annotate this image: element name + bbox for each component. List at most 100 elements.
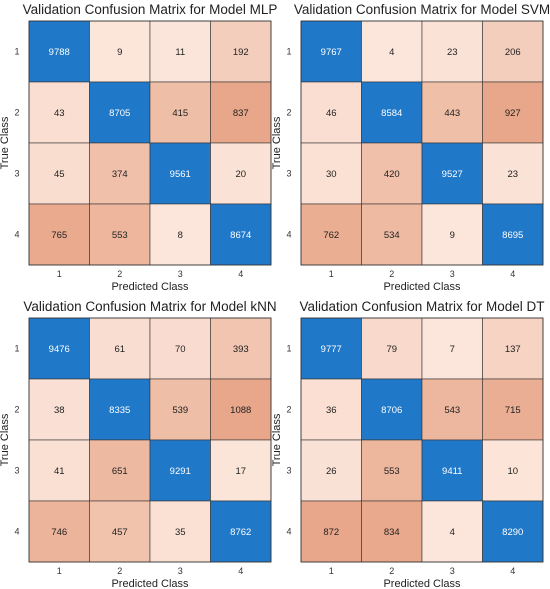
offdiagonal-cell <box>482 142 544 205</box>
offdiagonal-cell <box>421 500 483 563</box>
cell-value-label: 715 <box>505 405 521 416</box>
offdiagonal-cell <box>361 203 423 266</box>
plot-frame <box>28 20 272 266</box>
offdiagonal-cell <box>28 439 90 502</box>
offdiagonal-cell <box>210 142 272 205</box>
y-tick-label: 3 <box>286 169 291 179</box>
x-tick-label: 2 <box>389 269 394 279</box>
offdiagonal-cell <box>210 81 272 144</box>
x-tick-label: 3 <box>450 269 455 279</box>
x-tick-label: 4 <box>238 566 243 576</box>
offdiagonal-cell <box>361 20 423 83</box>
offdiagonal-cell <box>28 378 90 441</box>
x-axis-label: Predicted Class <box>383 578 461 589</box>
diagonal-cell <box>210 500 272 563</box>
cell-value-label: 7 <box>450 344 455 355</box>
y-tick-label: 3 <box>286 466 291 476</box>
diagonal-cell <box>421 439 483 502</box>
diagonal-cell <box>300 317 362 380</box>
cell-value-label: 8706 <box>381 405 402 416</box>
cell-value-label: 765 <box>51 230 67 241</box>
cell-value-label: 38 <box>54 405 65 416</box>
offdiagonal-cell <box>210 378 272 441</box>
y-tick-label: 4 <box>14 230 19 240</box>
cell-value-label: 1088 <box>230 405 251 416</box>
cell-value-label: 9777 <box>321 344 342 355</box>
x-tick-label: 3 <box>178 566 183 576</box>
cell-value-label: 10 <box>507 466 518 477</box>
offdiagonal-cell <box>361 439 423 502</box>
y-tick-label: 1 <box>14 47 19 57</box>
offdiagonal-cell <box>149 317 211 380</box>
cell-value-label: 927 <box>505 108 521 119</box>
diagonal-cell <box>482 500 544 563</box>
plot-frame <box>300 317 544 563</box>
panel-title: Validation Confusion Matrix for Model SV… <box>294 2 550 17</box>
x-tick-label: 4 <box>238 269 243 279</box>
offdiagonal-cell <box>89 203 151 266</box>
offdiagonal-cell <box>210 439 272 502</box>
offdiagonal-cell <box>361 500 423 563</box>
diagonal-cell <box>361 378 423 441</box>
cell-value-label: 35 <box>175 527 186 538</box>
cell-value-label: 8290 <box>502 527 523 538</box>
cell-value-label: 543 <box>444 405 460 416</box>
cell-value-label: 837 <box>233 108 249 119</box>
x-axis-label: Predicted Class <box>111 281 189 293</box>
cell-value-label: 17 <box>235 466 246 477</box>
offdiagonal-cell <box>482 439 544 502</box>
cell-value-label: 553 <box>384 466 400 477</box>
y-tick-label: 4 <box>286 230 291 240</box>
y-tick-label: 2 <box>14 405 19 415</box>
offdiagonal-cell <box>421 203 483 266</box>
y-tick-label: 1 <box>286 344 291 354</box>
cell-value-label: 26 <box>326 466 337 477</box>
y-tick-label: 1 <box>286 47 291 57</box>
offdiagonal-cell <box>89 142 151 205</box>
diagonal-cell <box>89 378 151 441</box>
x-tick-label: 3 <box>178 269 183 279</box>
cell-value-label: 137 <box>505 344 521 355</box>
x-tick-label: 4 <box>510 269 515 279</box>
x-tick-label: 1 <box>329 269 334 279</box>
diagonal-cell <box>89 81 151 144</box>
offdiagonal-cell <box>421 81 483 144</box>
y-tick-label: 3 <box>14 169 19 179</box>
cell-value-label: 8695 <box>502 230 523 241</box>
panel-title: Validation Confusion Matrix for Model ML… <box>23 2 278 17</box>
confusion-matrix-panel: Validation Confusion Matrix for Model ML… <box>0 2 277 293</box>
x-tick-label: 1 <box>57 566 62 576</box>
cell-value-label: 61 <box>114 344 125 355</box>
cell-value-label: 8584 <box>381 108 402 119</box>
cell-value-label: 420 <box>384 169 400 180</box>
cell-value-label: 8705 <box>109 108 130 119</box>
cell-value-label: 834 <box>384 527 400 538</box>
confusion-matrix-panel: Validation Confusion Matrix for Model SV… <box>271 2 550 293</box>
cell-value-label: 206 <box>505 47 521 58</box>
y-tick-label: 4 <box>286 527 291 537</box>
offdiagonal-cell <box>149 500 211 563</box>
cell-value-label: 553 <box>112 230 128 241</box>
cell-value-label: 9 <box>450 230 455 241</box>
x-tick-label: 1 <box>329 566 334 576</box>
offdiagonal-cell <box>300 81 362 144</box>
offdiagonal-cell <box>89 439 151 502</box>
cell-value-label: 45 <box>54 169 65 180</box>
x-tick-label: 1 <box>57 269 62 279</box>
cell-value-label: 9 <box>117 47 122 58</box>
offdiagonal-cell <box>300 500 362 563</box>
cell-value-label: 457 <box>112 527 128 538</box>
offdiagonal-cell <box>210 20 272 83</box>
panel-title: Validation Confusion Matrix for Model DT <box>299 299 544 314</box>
offdiagonal-cell <box>149 203 211 266</box>
cell-value-label: 415 <box>172 108 188 119</box>
y-tick-label: 3 <box>14 466 19 476</box>
cell-value-label: 9291 <box>170 466 191 477</box>
cell-value-label: 762 <box>323 230 339 241</box>
cell-value-label: 9561 <box>170 169 191 180</box>
diagonal-cell <box>28 317 90 380</box>
offdiagonal-cell <box>28 81 90 144</box>
plot-frame <box>300 20 544 266</box>
cell-value-label: 9767 <box>321 47 342 58</box>
